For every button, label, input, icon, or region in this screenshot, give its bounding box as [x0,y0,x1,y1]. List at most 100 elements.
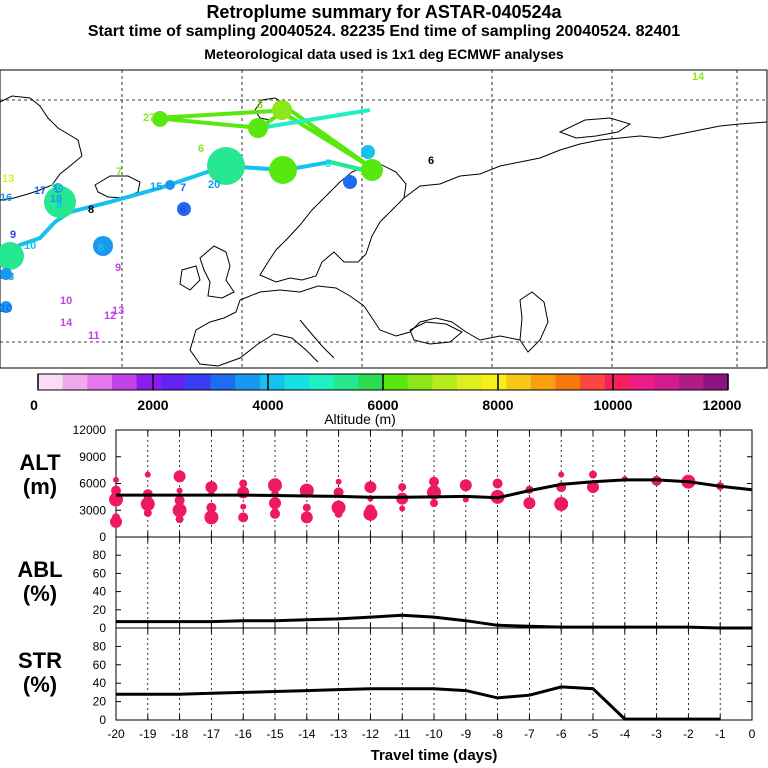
altitude-point [270,508,280,519]
trajectory-label: 8 [8,271,14,283]
x-tick-label: -20 [107,727,125,741]
y-tick-label: 60 [93,658,107,672]
altitude-point [268,478,282,493]
altitude-point [587,481,599,494]
x-tick-label: -9 [460,727,471,741]
colorbar-tick-label: 4000 [252,397,283,413]
y-tick-label: 9000 [79,450,106,464]
altitude-point [459,479,472,492]
y-tick-label: 20 [93,695,107,709]
y-tick-label: 6000 [79,477,106,491]
trajectory-label: 6 [428,155,434,167]
trajectory-label: 27 [143,112,155,124]
altitude-point [363,506,378,521]
marker-circle [343,175,357,189]
x-tick-label: 0 [749,727,756,741]
y-tick-label: 80 [93,548,107,562]
colorbar-swatch [407,374,433,390]
altitude-point [299,483,314,498]
x-tick-label: -13 [330,727,348,741]
trajectory-label: 8 [88,204,94,216]
time-series-panels: 030006000900012000ALT(m)020406080ABL(%)0… [17,423,755,764]
panel-label: STR [18,648,62,673]
trajectory-label: 9 [56,199,62,211]
altitude-point [239,479,248,488]
map-graticule [0,70,767,368]
trajectory-label: 11 [88,330,100,342]
x-tick-label: -7 [524,727,535,741]
altitude-point [173,470,186,483]
colorbar-swatch [604,374,631,390]
y-tick-label: 40 [93,676,107,690]
colorbar-tick-label: 8000 [482,397,513,413]
marker-circle [177,202,191,216]
altitude-point [554,497,569,512]
colorbar-swatch [210,374,236,390]
altitude-point [302,503,311,512]
altitude-point [238,512,249,523]
marker-circle [0,301,12,313]
x-tick-label: -3 [651,727,662,741]
colorbar-swatch [629,374,655,390]
colorbar-tick-label: 6000 [367,397,398,413]
trajectory-label: 4 [371,168,378,180]
colorbar-swatch [235,374,261,390]
y-tick-label: 40 [93,585,107,599]
altitude-point [269,497,281,510]
colorbar-swatch [185,374,212,390]
trajectory-label: 8 [98,242,104,254]
trajectory-label: 20 [208,179,220,191]
colorbar-swatch [654,374,680,390]
colorbar-swatch [703,374,729,390]
y-tick-label: 3000 [79,503,106,517]
trajectory-label: 1 [252,125,258,137]
colorbar-swatch [284,374,310,390]
x-tick-label: -16 [235,727,253,741]
marker-circle [53,183,63,193]
x-tick-label: -12 [362,727,380,741]
altitude-point [334,509,343,518]
colorbar-swatch [678,374,704,390]
x-axis-label: Travel time (days) [371,747,498,764]
trajectory-label: 7 [180,182,186,194]
colorbar-tick-label: 12000 [703,397,742,413]
altitude-point [240,503,247,510]
y-tick-label: 80 [93,639,107,653]
altitude-point [331,500,346,515]
altitude-point [172,503,187,518]
colorbar-swatch [432,374,458,390]
panel-label: (%) [23,581,57,606]
y-tick-label: 12000 [73,423,107,437]
x-tick-label: -8 [492,727,503,741]
colorbar-tick-label: 2000 [137,397,168,413]
sampling-times: Start time of sampling 20040524. 82235 E… [87,23,681,40]
trajectory-label: 6 [346,177,352,189]
trajectory-label: 2 [153,113,159,125]
map-panel: 1234567891056789910111213141415161015161… [0,69,768,369]
colorbar-swatch [383,374,409,390]
panel-label: (%) [23,672,57,697]
altitude-point [462,496,469,503]
trajectory-label: 3 [257,99,263,111]
altitude-point [110,515,122,528]
trajectory-label: 9 [115,262,121,274]
x-tick-label: -15 [266,727,284,741]
trajectory-label: 10 [0,303,12,315]
colorbar-swatch [506,374,532,390]
altitude-colorbar: 0 2000 4000 6000 8000 10000 12000 Altitude (m) [30,373,742,427]
trajectory-label: 10 [24,240,36,252]
marker-circle [0,242,24,270]
marker-circle [361,145,375,159]
trajectory-label: 9 [10,229,16,241]
x-tick-label: -18 [171,727,189,741]
marker-circle [93,236,113,256]
x-tick-label: -4 [619,727,630,741]
colorbar-swatch [333,374,359,390]
y-tick-label: 0 [99,621,106,635]
marker-circle [207,147,245,185]
trajectory-label: 14 [60,317,73,329]
colorbar-swatch [456,374,483,390]
trajectory-label: 5 [364,146,370,158]
